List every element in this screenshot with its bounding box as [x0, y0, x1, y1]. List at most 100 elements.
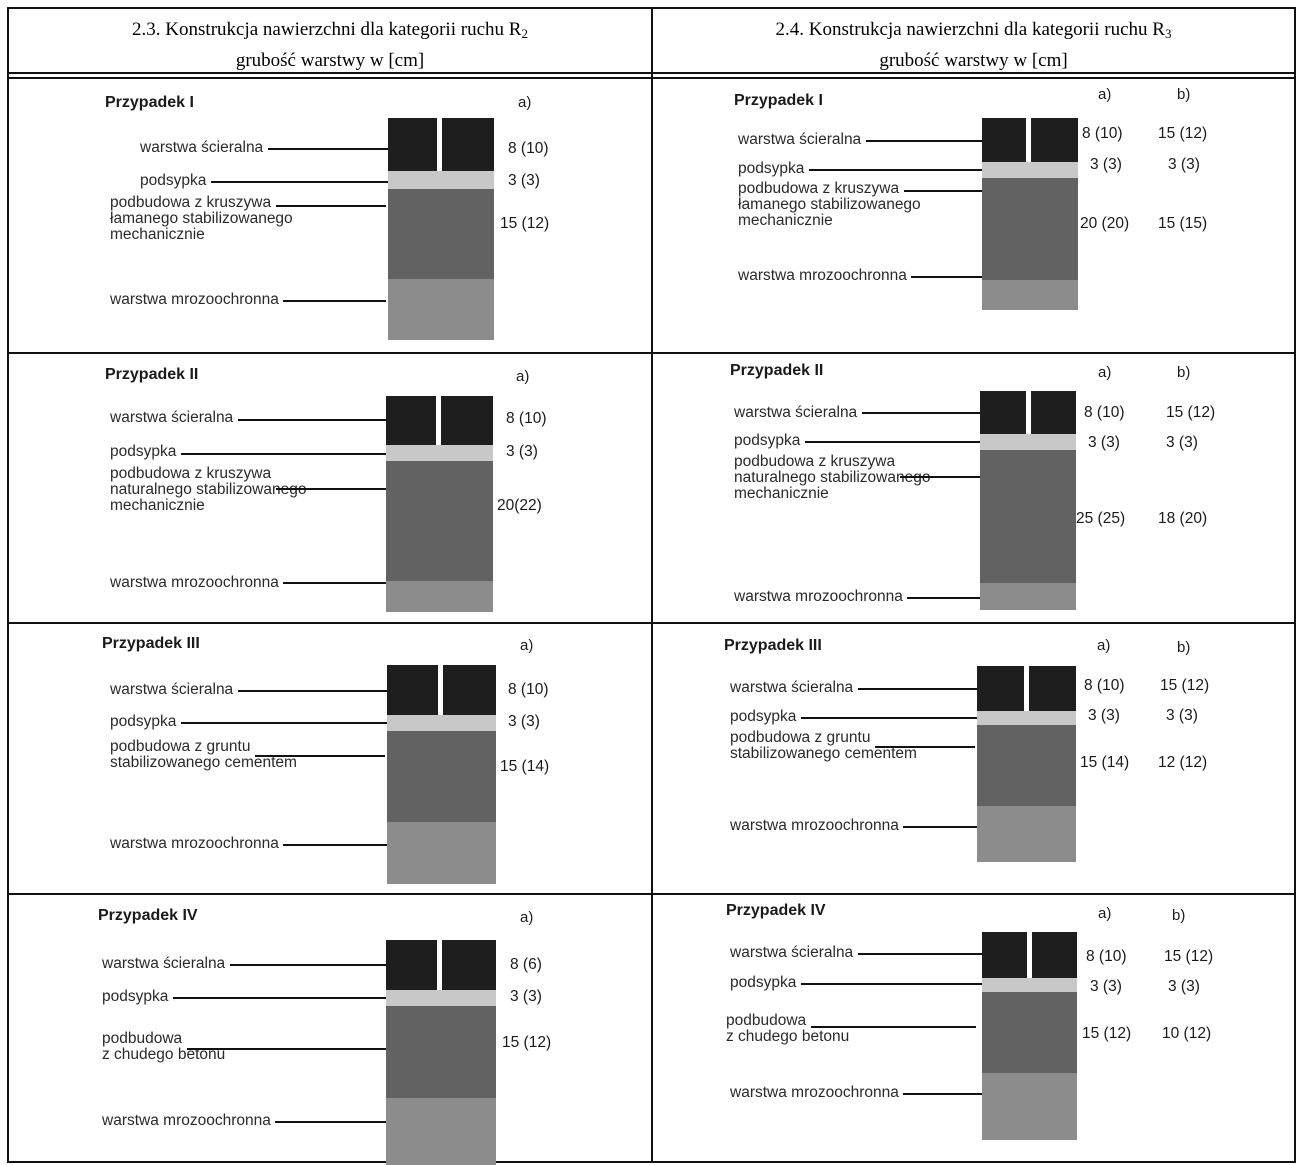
case-title: Przypadek I [105, 94, 194, 111]
layer-label: podsypka [140, 173, 206, 189]
layer-label-line: mechanicznie [738, 212, 833, 229]
leader-line [900, 476, 980, 478]
case-title: Przypadek II [105, 366, 199, 383]
case-title: Przypadek III [724, 637, 822, 654]
thickness-value: 3 (3) [1166, 434, 1198, 451]
thickness-value: 3 (3) [1088, 434, 1120, 451]
thickness-value: 3 (3) [1090, 978, 1122, 995]
thickness-value: 3 (3) [506, 443, 538, 460]
header-divider-lower [7, 77, 1296, 79]
wearing-course-block [982, 118, 1078, 162]
bedding-sand-block [386, 445, 493, 461]
frost-protection-block [386, 581, 493, 612]
layer-label-line: warstwa ścieralna [110, 681, 234, 698]
base-course-block [982, 992, 1077, 1073]
layer-label: warstwa mrozoochronna [110, 292, 279, 308]
leader-line [181, 453, 386, 455]
wearing-course-joint [1027, 932, 1032, 978]
thickness-value: 10 (12) [1162, 1025, 1212, 1042]
base-course-block [388, 189, 494, 279]
thickness-value: 8 (10) [1084, 404, 1125, 421]
layer-label-line: warstwa mrozoochronna [734, 588, 903, 605]
thickness-value: 8 (10) [506, 410, 547, 427]
leader-line [903, 826, 977, 828]
variant-header-b: b) [1177, 364, 1191, 381]
bedding-sand-block [977, 711, 1076, 725]
layer-label-line: podsypka [730, 708, 797, 725]
layer-label-line: naturalnego stabilizowanego [110, 481, 307, 498]
leader-line [903, 1093, 982, 1095]
leader-line [858, 688, 977, 690]
leader-line [801, 983, 982, 985]
header-r2-prefix: 2.3. Konstrukcja nawierzchni dla kategor… [132, 19, 522, 40]
layer-label: warstwa ścieralna [730, 680, 853, 696]
bedding-sand-block [982, 162, 1078, 178]
thickness-value: 3 (3) [508, 713, 540, 730]
variant-header-a: a) [1097, 637, 1111, 654]
layer-label: podsypka [730, 709, 796, 725]
frost-protection-block [388, 279, 494, 340]
layer-label: podsypka [730, 975, 796, 991]
leader-line [805, 441, 980, 443]
layer-label: warstwa mrozoochronna [730, 1085, 899, 1101]
thickness-value: 15 (12) [1164, 948, 1214, 965]
wearing-course-joint [437, 118, 442, 171]
wearing-course-block [982, 932, 1077, 978]
leader-line [811, 1026, 976, 1028]
leader-line [911, 276, 982, 278]
frost-protection-block [982, 280, 1078, 310]
layer-label: podbudowa z kruszywa łamanego stabilizowa… [738, 181, 921, 229]
layer-label-line: podbudowa z kruszywa [738, 180, 900, 197]
leader-line [238, 690, 387, 692]
bedding-sand-block [388, 171, 494, 189]
layer-label: warstwa ścieralna [738, 132, 861, 148]
layer-label-line: podsypka [738, 160, 805, 177]
header-r2-line2: grubość warstwy w [cm] [235, 50, 425, 71]
layer-label: warstwa mrozoochronna [102, 1113, 271, 1129]
layer-label: warstwa mrozoochronna [110, 836, 279, 852]
layer-label-line: z chudego betonu [726, 1028, 850, 1045]
layer-label-line: z chudego betonu [102, 1046, 226, 1063]
leader-line [230, 964, 386, 966]
thickness-value: 8 (10) [1082, 125, 1123, 142]
leader-line [181, 722, 387, 724]
leader-line [276, 205, 386, 207]
thickness-value: 3 (3) [1088, 707, 1120, 724]
wearing-course-joint [436, 396, 441, 445]
leader-line [866, 140, 982, 142]
variant-header-a: a) [1098, 86, 1112, 103]
wearing-course-block [387, 665, 496, 715]
thickness-value: 3 (3) [1168, 156, 1200, 173]
variant-header-b: b) [1177, 639, 1191, 656]
layer-label: warstwa mrozoochronna [730, 818, 899, 834]
layer-label-line: podbudowa [102, 1030, 183, 1047]
leader-line [238, 419, 386, 421]
layer-label-line: podsypka [110, 443, 177, 460]
layer-label-line: warstwa mrozoochronna [738, 267, 907, 284]
layer-label-line: warstwa ścieralna [102, 955, 226, 972]
variant-header-a: a) [1098, 905, 1112, 922]
layer-label: warstwa ścieralna [110, 410, 233, 426]
leader-line [283, 844, 387, 846]
wearing-course-joint [1026, 118, 1031, 162]
leader-line [904, 190, 982, 192]
wearing-course-joint [1026, 391, 1031, 434]
layer-label-line: warstwa mrozoochronna [102, 1112, 271, 1129]
layer-label-line: warstwa ścieralna [110, 409, 234, 426]
base-course-block [387, 731, 496, 822]
layer-label-line: łamanego stabilizowanego [738, 196, 921, 213]
thickness-value: 18 (20) [1158, 510, 1208, 527]
layer-label-line: warstwa mrozoochronna [110, 835, 279, 852]
thickness-value: 8 (6) [510, 956, 542, 973]
layer-label-line: podsypka [730, 974, 797, 991]
wearing-course-joint [437, 940, 442, 990]
layer-label: podsypka [102, 989, 168, 1005]
layer-label-line: warstwa mrozoochronna [730, 817, 899, 834]
layer-label-line: stabilizowanego cementem [110, 754, 297, 771]
base-course-block [977, 725, 1076, 806]
layer-label: warstwa ścieralna [110, 682, 233, 698]
thickness-value: 15 (15) [1158, 215, 1208, 232]
layer-label-line: warstwa mrozoochronna [110, 291, 279, 308]
leader-line [283, 300, 386, 302]
column-header-r2: 2.3. Konstrukcja nawierzchni dla kategor… [9, 16, 651, 74]
